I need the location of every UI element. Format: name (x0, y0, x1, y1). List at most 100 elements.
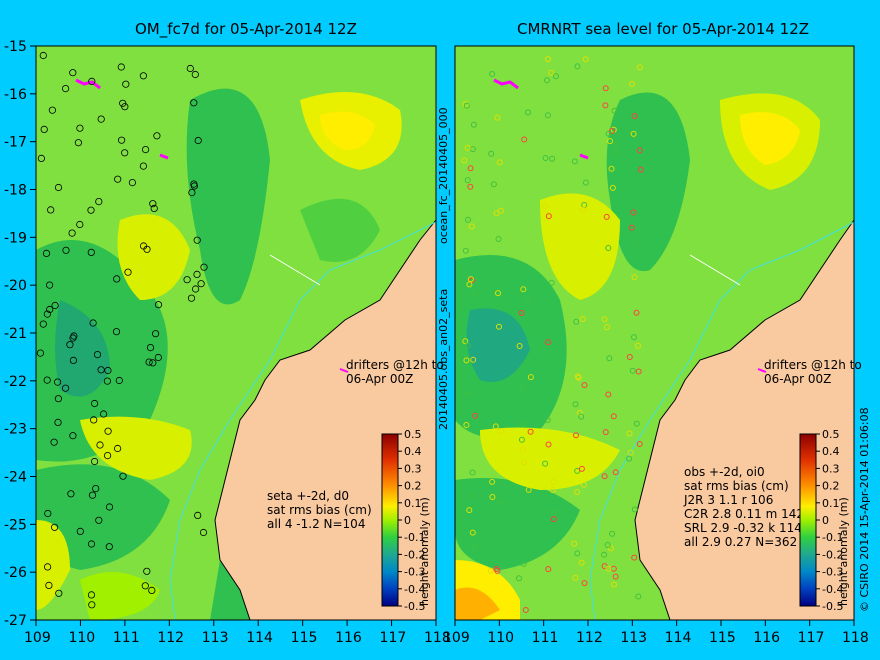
obs-circle (149, 359, 157, 367)
lat-tick-label: -26 (4, 565, 27, 581)
obs-circle (114, 175, 122, 183)
obs-circle (139, 162, 147, 170)
left-stats-line1: seta +-2d, d0 (267, 489, 349, 503)
obs-circle (542, 155, 549, 161)
obs-circle (48, 106, 57, 114)
obs-circle (464, 342, 471, 349)
obs-circle (629, 80, 635, 87)
obs-circle (516, 343, 523, 349)
left-colorbar-label: height anomaly (m) (418, 497, 431, 606)
obs-circle (113, 275, 121, 283)
lon-tick-label: 110 (487, 630, 514, 646)
obs-circle (494, 114, 501, 121)
run-id-top-label: ocean_fc_20140405_000 (437, 107, 450, 244)
obs-circle (527, 374, 534, 381)
obs-circle (69, 356, 78, 364)
obs-circle (190, 99, 198, 107)
right-stats-line3: J2R 3 1.1 r 106 (683, 493, 773, 507)
obs-circle (69, 69, 77, 77)
obs-circle (115, 376, 123, 385)
lat-tick-label: -18 (4, 183, 27, 199)
obs-circle (631, 554, 638, 561)
colorbar-tick-label: -0.5 (404, 600, 425, 613)
obs-circle (605, 130, 612, 137)
left-colorbar-ticks: 0.5 0.4 0.3 0.2 0.1 0 -0.1 -0.2 -0.3 -0.4 -0.5 (398, 428, 425, 613)
obs-circle (95, 516, 103, 524)
obs-circle (496, 323, 502, 330)
obs-circle (611, 107, 618, 114)
obs-circle (200, 263, 208, 271)
lon-tick-label: 116 (335, 630, 362, 646)
obs-circle (521, 136, 528, 143)
obs-circle (545, 213, 552, 220)
obs-circle (119, 472, 127, 480)
obs-circle (45, 581, 53, 590)
obs-circle (87, 248, 95, 256)
obs-circle (43, 376, 51, 384)
obs-circle (520, 560, 527, 567)
obs-circle (53, 378, 62, 386)
obs-circle (124, 268, 132, 276)
obs-circle (461, 157, 468, 164)
obs-circle (495, 236, 502, 242)
obs-circle (574, 63, 581, 70)
obs-circle (525, 486, 532, 493)
right-colorbar-label: height anomaly (m) (837, 497, 850, 606)
obs-circle (496, 159, 503, 166)
obs-circle (468, 223, 475, 230)
obs-circle (69, 432, 77, 440)
obs-circle (154, 301, 163, 309)
obs-circle (607, 545, 614, 552)
obs-circle (550, 516, 557, 523)
obs-circle (520, 286, 527, 293)
obs-circle (605, 565, 612, 572)
obs-circle (193, 270, 201, 278)
colorbar-tick-label: -0.1 (404, 531, 425, 544)
obs-circle (87, 540, 96, 548)
obs-circle (604, 324, 610, 331)
obs-circle (631, 274, 638, 281)
right-panel-title: CMRNRT sea level for 05-Apr-2014 12Z (517, 20, 810, 38)
colorbar-tick-label: 0.3 (822, 462, 840, 475)
obs-circle (74, 139, 83, 147)
obs-circle (489, 478, 496, 485)
lon-tick-label: 111 (113, 630, 140, 646)
obs-circle (76, 220, 84, 229)
left-longitude-tick-labels: 109 110 111 112 113 114 115 116 117 118 (24, 620, 451, 646)
colorbar-tick-label: -0.3 (822, 566, 843, 579)
obs-circle (469, 469, 476, 476)
obs-circle (62, 246, 70, 254)
right-observation-markers (461, 56, 644, 613)
obs-circle (637, 166, 644, 173)
obs-circle (469, 529, 476, 536)
obs-circle (139, 72, 147, 80)
obs-circle (635, 342, 641, 349)
obs-circle (464, 391, 471, 397)
colorbar-tick-label: 0 (404, 514, 411, 527)
right-stats-line5: SRL 2.9 -0.32 k 114 (684, 521, 802, 535)
obs-circle (466, 281, 473, 288)
obs-circle (462, 338, 469, 345)
obs-circle (122, 80, 130, 88)
obs-circle (88, 77, 96, 86)
left-observation-markers (36, 51, 208, 609)
obs-circle (545, 441, 552, 448)
lon-tick-label: 115 (709, 630, 736, 646)
obs-circle (602, 85, 609, 92)
obs-circle (55, 589, 63, 597)
right-stats-line2: sat rms bias (cm) (684, 479, 789, 493)
obs-circle (527, 428, 534, 435)
lon-tick-label: 116 (753, 630, 780, 646)
obs-circle (521, 459, 527, 466)
lat-tick-label: -17 (4, 135, 27, 151)
obs-circle (629, 367, 636, 374)
obs-circle (465, 216, 471, 223)
obs-circle (635, 593, 642, 600)
copyright-label: © CSIRO 2014 15-Apr-2014 01:06:08 (858, 407, 871, 612)
obs-circle (467, 183, 474, 190)
obs-circle (605, 391, 612, 398)
obs-circle (68, 229, 76, 237)
lon-tick-label: 117 (380, 630, 407, 646)
obs-circle (91, 399, 99, 408)
obs-circle (100, 410, 108, 418)
